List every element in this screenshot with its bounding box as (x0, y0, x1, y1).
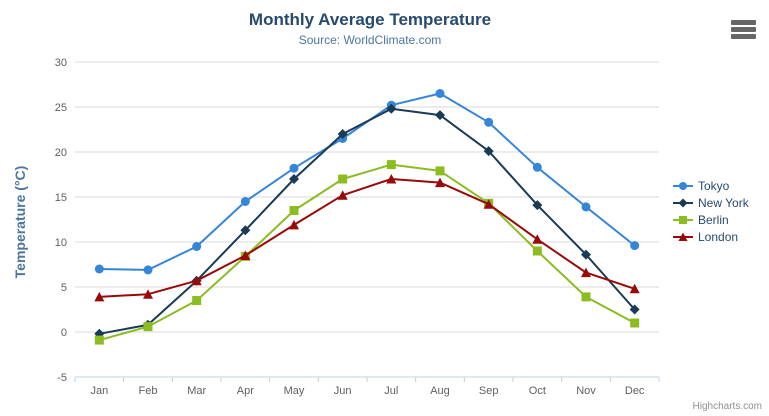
data-point-marker[interactable] (629, 283, 640, 294)
data-point-marker[interactable] (94, 335, 104, 345)
data-point-marker[interactable] (435, 89, 445, 98)
data-point-marker[interactable] (581, 267, 591, 278)
data-point-marker[interactable] (435, 166, 445, 176)
berlin-series-marker-icon (673, 214, 693, 226)
series-line[interactable] (98, 107, 636, 335)
x-axis-tick-label: Jan (90, 385, 108, 397)
data-point-marker[interactable] (94, 291, 105, 302)
data-point-marker[interactable] (94, 264, 104, 274)
london-series-marker-icon (673, 231, 693, 243)
data-point-marker[interactable] (143, 265, 153, 275)
legend-label-new-york: New York (698, 195, 749, 210)
y-axis-tick-label: 20 (55, 147, 67, 159)
x-axis-tick-label: Dec (625, 385, 645, 397)
data-point-marker[interactable] (386, 174, 397, 184)
legend-label-berlin: Berlin (698, 212, 729, 227)
data-point-marker[interactable] (143, 322, 153, 332)
legend-label-tokyo: Tokyo (698, 178, 730, 193)
new-york-series-marker-icon (673, 197, 693, 209)
x-axis-tick-label: Apr (237, 385, 254, 397)
chart-title: Monthly Average Temperature (248, 10, 492, 29)
data-point-marker[interactable] (630, 241, 640, 251)
data-point-marker[interactable] (289, 174, 299, 184)
export-menu-icon[interactable] (731, 20, 756, 39)
data-point-marker[interactable] (337, 190, 348, 200)
data-point-marker[interactable] (192, 242, 202, 251)
data-point-marker[interactable] (679, 215, 687, 224)
data-point-marker[interactable] (630, 318, 640, 328)
burger-bar (731, 27, 756, 32)
data-point-marker[interactable] (386, 160, 396, 170)
chart-subtitle: Source: WorldClimate.com (298, 33, 442, 47)
data-point-marker[interactable] (581, 292, 591, 302)
x-axis-tick-label: Aug (430, 385, 450, 397)
x-axis-tick-label: Sep (479, 385, 499, 397)
data-point-marker[interactable] (191, 275, 202, 286)
legend-label-london: London (698, 229, 739, 244)
tokyo-series-marker-icon (673, 180, 693, 192)
x-axis-tick-label: Jul (384, 385, 398, 397)
data-point-marker[interactable] (581, 249, 591, 260)
data-point-marker[interactable] (581, 202, 591, 212)
data-point-marker[interactable] (532, 200, 543, 211)
series-line[interactable] (98, 178, 636, 298)
y-axis-tick-label: 15 (55, 192, 67, 204)
data-point-marker[interactable] (532, 234, 543, 244)
series-line[interactable] (98, 92, 636, 271)
burger-bar (731, 34, 756, 39)
data-point-marker[interactable] (240, 197, 250, 206)
data-point-marker[interactable] (679, 181, 687, 190)
data-point-marker[interactable] (484, 117, 494, 127)
y-axis-tick-label: 5 (61, 282, 67, 294)
data-point-marker[interactable] (435, 110, 445, 121)
data-point-marker[interactable] (143, 289, 153, 299)
y-axis-tick-label: 0 (61, 327, 67, 339)
data-point-marker[interactable] (192, 296, 202, 305)
legend-item-london[interactable]: London (673, 228, 749, 245)
x-axis-tick-label: Jun (334, 385, 352, 397)
data-point-marker[interactable] (337, 129, 348, 139)
y-axis-tick-label: 25 (55, 102, 67, 114)
legend-item-berlin[interactable]: Berlin (673, 211, 749, 228)
y-axis-tick-label: 10 (55, 237, 67, 249)
data-point-marker[interactable] (678, 198, 688, 207)
data-point-marker[interactable] (240, 225, 251, 236)
highcharts-credit[interactable]: Highcharts.com (692, 401, 762, 412)
y-axis-tick-label: 30 (55, 57, 67, 69)
x-axis-tick-label: May (284, 385, 305, 397)
data-point-marker[interactable] (289, 163, 299, 173)
data-point-marker[interactable] (240, 250, 251, 261)
series-line[interactable] (98, 163, 636, 342)
data-point-marker[interactable] (289, 206, 299, 215)
burger-bar (731, 20, 756, 25)
data-point-marker[interactable] (483, 199, 494, 209)
data-point-marker[interactable] (483, 146, 494, 157)
data-point-marker[interactable] (678, 232, 688, 241)
data-point-marker[interactable] (386, 103, 397, 114)
legend: Tokyo New York Berlin London (673, 177, 749, 245)
data-point-marker[interactable] (435, 177, 445, 188)
x-axis-tick-label: Feb (139, 385, 158, 397)
y-axis-tick-label: -5 (57, 372, 67, 384)
x-axis-tick-label: Mar (187, 385, 206, 397)
data-point-marker[interactable] (532, 162, 542, 172)
data-point-marker[interactable] (289, 219, 299, 230)
data-point-marker[interactable] (629, 304, 640, 315)
legend-item-new-york[interactable]: New York (673, 194, 749, 211)
data-point-marker[interactable] (338, 174, 348, 184)
x-axis-tick-label: Oct (529, 385, 546, 397)
legend-item-tokyo[interactable]: Tokyo (673, 177, 749, 194)
data-point-marker[interactable] (532, 246, 542, 256)
x-axis-tick-label: Nov (576, 385, 596, 397)
